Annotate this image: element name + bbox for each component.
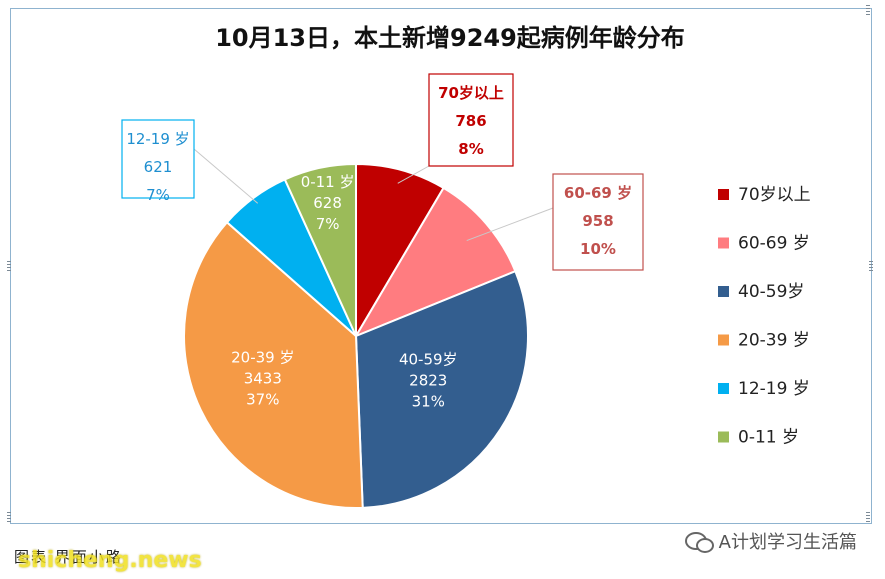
data-label-percent: 7% (316, 215, 340, 233)
data-label-category: 40-59岁 (399, 351, 458, 369)
legend-swatch (718, 334, 729, 346)
legend-label: 12-19 岁 (738, 379, 810, 399)
legend-swatch (718, 189, 729, 200)
data-label-value: 958 (582, 212, 613, 230)
legend-swatch (718, 286, 729, 297)
data-label-value: 621 (144, 158, 173, 176)
pie-slice (353, 186, 517, 339)
data-label-value: 3433 (244, 369, 282, 387)
data-label-percent: 8% (458, 140, 483, 158)
data-label-category: 60-69 岁 (564, 184, 632, 202)
watermark: shicheng.news (18, 548, 202, 573)
data-label-value: 628 (313, 194, 342, 212)
data-label-percent: 37% (246, 390, 279, 408)
data-label-value: 786 (455, 112, 486, 130)
legend-swatch (718, 237, 729, 249)
data-label-percent: 10% (580, 240, 616, 258)
resize-handle-bottom-right[interactable] (866, 512, 870, 522)
callout-box (552, 173, 644, 271)
leader-line (397, 165, 430, 184)
callout-box (121, 119, 195, 199)
legend-label: 40-59岁 (738, 282, 804, 302)
legend-swatch (718, 383, 729, 394)
resize-handle-bottom-left[interactable] (7, 512, 11, 522)
data-label-percent: 7% (146, 186, 170, 204)
account-name: A计划学习生活篇 (718, 532, 857, 553)
pie-slice (183, 220, 364, 509)
data-label-category: 20-39 岁 (231, 348, 294, 366)
data-label-value: 2823 (409, 372, 447, 390)
leader-line (466, 207, 554, 242)
resize-handle-left[interactable] (7, 261, 11, 271)
pie-slice (283, 162, 357, 337)
resize-handle-top-right[interactable] (866, 5, 870, 15)
pie-slice (355, 162, 445, 340)
account-credit: A计划学习生活篇 (684, 528, 857, 554)
callout-box (428, 73, 514, 167)
legend-label: 60-69 岁 (738, 234, 810, 254)
data-label-category: 12-19 岁 (126, 130, 189, 148)
legend-label: 20-39 岁 (738, 331, 810, 351)
data-label-percent: 31% (412, 393, 445, 411)
wechat-icon (684, 530, 714, 553)
chart-title: 10月13日，本土新增9249起病例年龄分布 (215, 24, 685, 52)
data-label-category: 70岁以上 (438, 84, 504, 102)
legend-label: 70岁以上 (738, 185, 811, 205)
legend-label: 0-11 岁 (738, 428, 799, 448)
pie-slice (354, 269, 529, 509)
leader-line (193, 148, 259, 204)
footer-caption: 图表 界面小路 (14, 548, 123, 566)
data-label-category: 0-11 岁 (301, 173, 355, 191)
resize-handle-right[interactable] (869, 261, 873, 271)
legend-swatch (718, 431, 729, 443)
